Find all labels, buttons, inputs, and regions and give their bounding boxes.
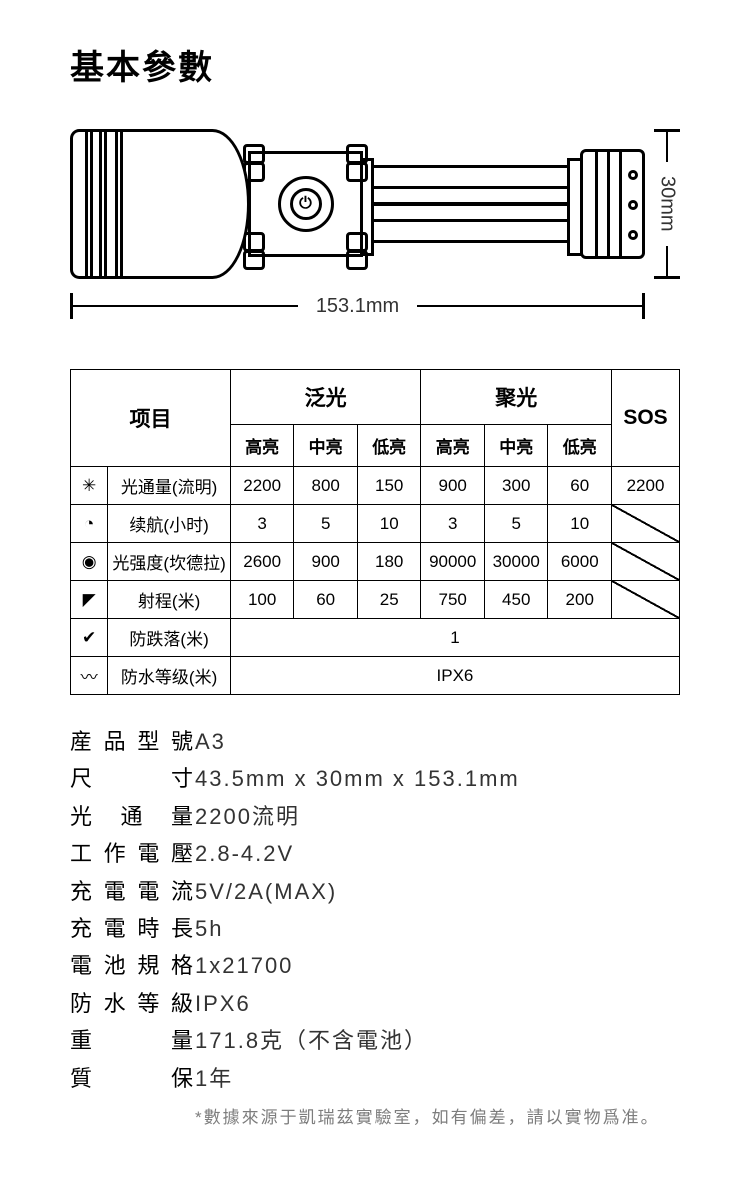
spec-key: 光通量 [70,798,195,835]
spec-value: 43.5mm x 30mm x 153.1mm [195,760,680,797]
spec-key: 産品型號 [70,723,195,760]
row-icon: ◉ [71,543,108,581]
spec-key: 重量 [70,1022,195,1059]
spec-row: 防水等級IPX6 [70,985,680,1022]
cell: 200 [548,581,612,619]
table-row: ◉光强度(坎德拉)260090018090000300006000 [71,543,680,581]
spec-value: A3 [195,723,680,760]
cell-sos [612,505,680,543]
cell: 800 [294,467,358,505]
spec-row: 尺寸43.5mm x 30mm x 153.1mm [70,760,680,797]
page-title: 基本參數 [70,40,680,89]
cell: 180 [357,543,421,581]
length-dimension: 153.1mm [70,293,645,319]
col-flood: 泛光 [230,370,421,425]
footnote: *數據來源于凱瑞茲實驗室，如有偏差，請以實物爲准。 [70,1103,680,1128]
spec-value: IPX6 [195,985,680,1022]
spec-row: 充電電流5V/2A(MAX) [70,873,680,910]
row-label: 续航(小时) [108,505,231,543]
col-spot: 聚光 [421,370,612,425]
row-icon: ◔ [71,505,108,543]
cell: 100 [230,581,294,619]
spec-value: 5V/2A(MAX) [195,873,680,910]
spec-value: 2200流明 [195,798,680,835]
row-label: 射程(米) [108,581,231,619]
power-icon: ⏻ [290,188,322,220]
cell-sos [612,581,680,619]
cell: 90000 [421,543,485,581]
flashlight-switch-section: ⏻ [248,151,363,257]
drop-row: ✔ 防跌落(米) 1 [71,619,680,657]
spec-value: 171.8克（不含電池） [195,1022,680,1059]
cell: 450 [484,581,548,619]
cell: 5 [294,505,358,543]
cell: 30000 [484,543,548,581]
spec-row: 工作電壓2.8-4.2V [70,835,680,872]
spec-row: 電池規格1x21700 [70,947,680,984]
cell: 10 [357,505,421,543]
cell: 300 [484,467,548,505]
cell: 750 [421,581,485,619]
table-row: ✳光通量(流明)2200800150900300602200 [71,467,680,505]
cell: 60 [548,467,612,505]
spec-row: 産品型號A3 [70,723,680,760]
row-label: 光强度(坎德拉) [108,543,231,581]
performance-table: 项目 泛光 聚光 SOS 高亮 中亮 低亮 高亮 中亮 低亮 ✳光通量(流明)2… [70,369,680,695]
cell: 900 [294,543,358,581]
water-icon: 〰 [71,657,108,695]
flashlight-head [70,129,250,279]
diameter-dimension: 30mm [654,129,680,279]
spec-key: 電池規格 [70,947,195,984]
cell: 6000 [548,543,612,581]
cell: 3 [230,505,294,543]
waterproof-row: 〰 防水等级(米) IPX6 [71,657,680,695]
col-sos: SOS [612,370,680,467]
cell: 150 [357,467,421,505]
spec-row: 充電時長5h [70,910,680,947]
table-row: ◔续航(小时)35103510 [71,505,680,543]
spec-value: 1x21700 [195,947,680,984]
cell: 60 [294,581,358,619]
spec-value: 5h [195,910,680,947]
spec-value: 2.8-4.2V [195,835,680,872]
cell: 900 [421,467,485,505]
cell: 5 [484,505,548,543]
row-icon: ◤ [71,581,108,619]
col-item: 项目 [71,370,231,467]
row-icon: ✳ [71,467,108,505]
table-row: ◤射程(米)1006025750450200 [71,581,680,619]
spec-row: 重量171.8克（不含電池） [70,1022,680,1059]
cell: 2200 [230,467,294,505]
spec-list: 産品型號A3尺寸43.5mm x 30mm x 153.1mm光通量2200流明… [70,723,680,1097]
flashlight-tailcap [580,149,645,259]
flashlight-tube [363,165,578,243]
cell: 3 [421,505,485,543]
cell: 25 [357,581,421,619]
spec-key: 質保 [70,1060,195,1097]
spec-value: 1年 [195,1060,680,1097]
spec-key: 防水等級 [70,985,195,1022]
spec-key: 尺寸 [70,760,195,797]
cell-sos: 2200 [612,467,680,505]
cell: 2600 [230,543,294,581]
drop-icon: ✔ [71,619,108,657]
cell: 10 [548,505,612,543]
cell-sos [612,543,680,581]
spec-key: 工作電壓 [70,835,195,872]
spec-key: 充電時長 [70,910,195,947]
spec-row: 光通量2200流明 [70,798,680,835]
spec-key: 充電電流 [70,873,195,910]
flashlight-diagram: ⏻ 153.1mm 30mm [70,119,680,339]
spec-row: 質保1年 [70,1060,680,1097]
row-label: 光通量(流明) [108,467,231,505]
